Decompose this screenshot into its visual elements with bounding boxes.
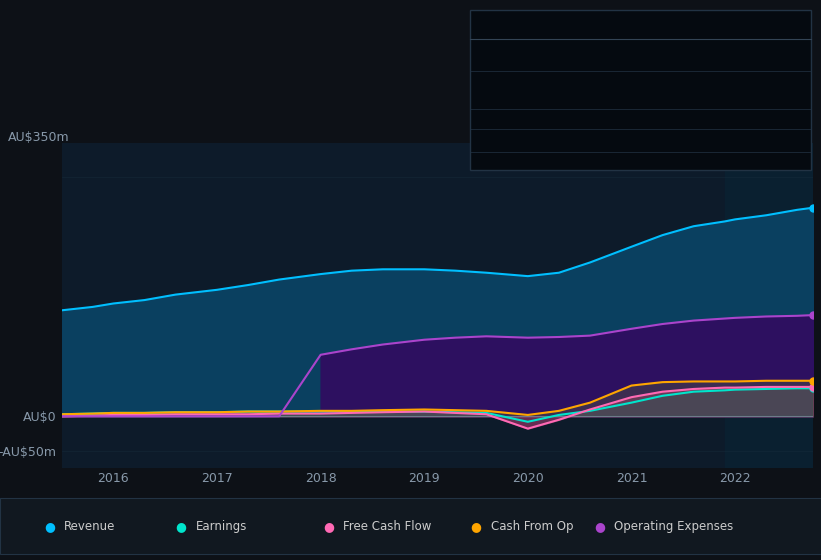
- Text: ●: ●: [594, 520, 605, 533]
- Text: ●: ●: [323, 520, 334, 533]
- Text: Jun 26 2022: Jun 26 2022: [480, 20, 564, 34]
- Text: Cash From Op: Cash From Op: [491, 520, 573, 533]
- Text: Revenue: Revenue: [64, 520, 116, 533]
- Text: Operating Expenses: Operating Expenses: [614, 520, 733, 533]
- Text: AU$40.726m /yr: AU$40.726m /yr: [631, 78, 731, 88]
- Text: AU$147.565m /yr: AU$147.565m /yr: [631, 159, 739, 169]
- Text: ●: ●: [470, 520, 482, 533]
- Text: Free Cash Flow: Free Cash Flow: [343, 520, 432, 533]
- Text: AU$350m: AU$350m: [8, 130, 70, 144]
- Text: AU$42.805m /yr: AU$42.805m /yr: [631, 112, 731, 122]
- Text: Cash From Op: Cash From Op: [480, 136, 558, 146]
- Text: ●: ●: [44, 520, 55, 533]
- Text: 13.3% profit margin: 13.3% profit margin: [631, 93, 742, 103]
- Text: Earnings: Earnings: [195, 520, 247, 533]
- Text: ●: ●: [175, 520, 186, 533]
- Text: Free Cash Flow: Free Cash Flow: [480, 112, 564, 122]
- Text: Revenue: Revenue: [480, 54, 529, 64]
- Bar: [725, 143, 813, 468]
- Text: Earnings: Earnings: [480, 78, 529, 88]
- Text: Operating Expenses: Operating Expenses: [480, 159, 593, 169]
- Text: AU$52.409m /yr: AU$52.409m /yr: [631, 136, 731, 146]
- Text: AU$305.073m /yr: AU$305.073m /yr: [631, 54, 738, 64]
